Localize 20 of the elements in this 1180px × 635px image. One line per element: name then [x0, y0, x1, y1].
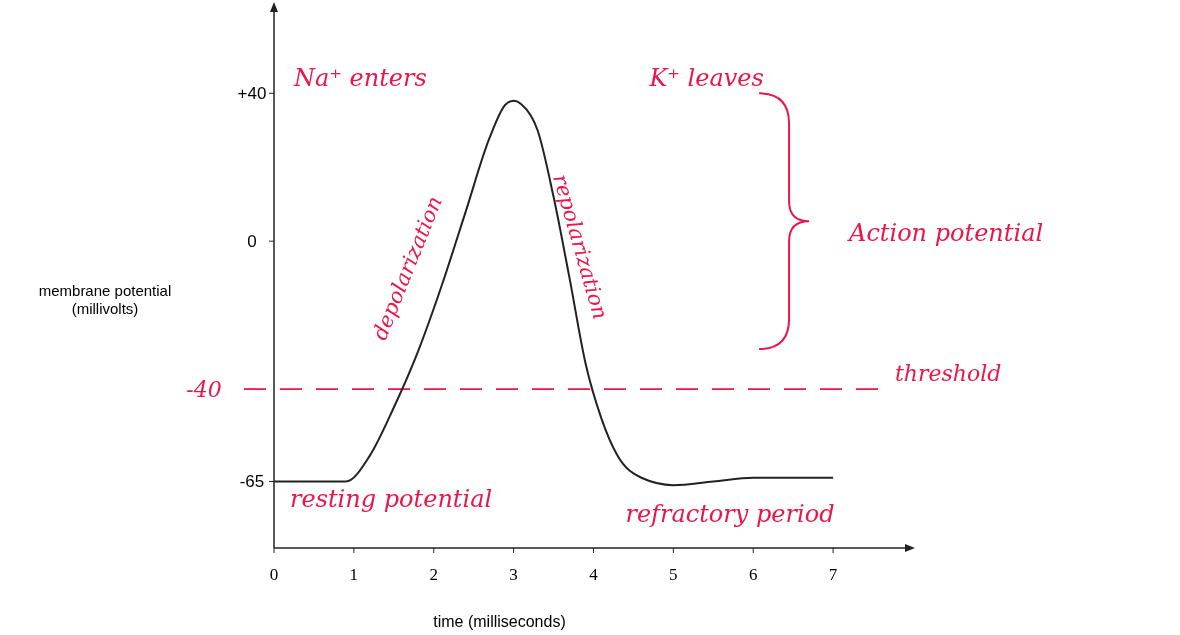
x-tick-label: 3: [509, 565, 518, 584]
annotation: K⁺ leaves: [648, 63, 764, 92]
x-tick-label: 5: [669, 565, 678, 584]
y-tick-label: -65: [239, 472, 265, 492]
text: -40: [186, 377, 222, 403]
annotation: Action potential: [847, 219, 1044, 248]
annotation: refractory period: [625, 500, 835, 529]
x-tick-label: 4: [589, 565, 599, 584]
x-tick-label: 7: [828, 565, 838, 584]
y-tick-label: +40: [237, 84, 267, 104]
x-tick-label: 0: [269, 565, 279, 584]
x-tick-label: 6: [748, 565, 758, 584]
x-tick-label: 1: [349, 565, 359, 584]
ref-line-label: threshold: [895, 361, 1002, 387]
x-tick-label: 2: [429, 565, 438, 584]
annotation: resting potential: [289, 485, 493, 514]
x-axis-title: time (milliseconds): [433, 613, 566, 630]
y-tick-label: 0: [247, 232, 257, 252]
y-axis-title: membrane potential (millivolts): [38, 282, 172, 318]
annotation: Na⁺ enters: [292, 63, 427, 92]
